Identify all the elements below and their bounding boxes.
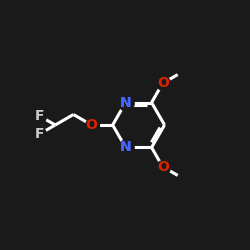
Text: N: N	[120, 96, 132, 110]
Text: O: O	[157, 76, 169, 90]
Text: F: F	[34, 109, 44, 123]
Text: N: N	[120, 96, 132, 110]
Text: O: O	[157, 160, 169, 174]
Text: O: O	[86, 118, 98, 132]
Text: F: F	[34, 127, 44, 141]
Text: N: N	[120, 140, 132, 154]
Text: N: N	[120, 140, 132, 154]
